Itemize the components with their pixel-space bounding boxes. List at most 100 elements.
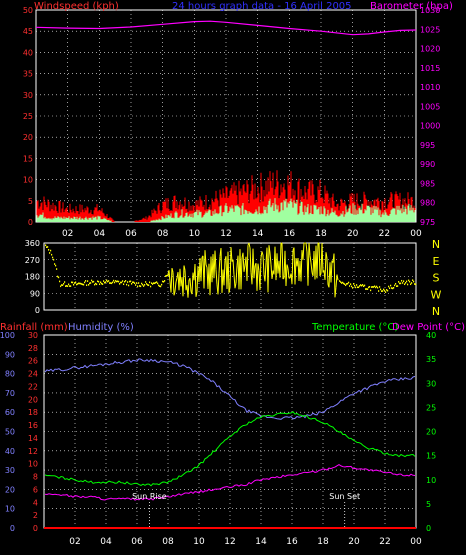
humidity-tick-label: 70 (5, 389, 15, 398)
humidity-tick-label: 50 (5, 428, 15, 437)
wind-direction-mark (60, 285, 62, 288)
wind-direction-mark (384, 289, 386, 292)
wind-direction-mark (45, 244, 47, 247)
wind-direction-mark (359, 285, 361, 287)
wind-direction-mark (383, 288, 385, 291)
rainfall-tick-label: 2 (33, 511, 38, 520)
wind-direction-mark (370, 289, 372, 292)
compass-label: N (432, 238, 440, 251)
wind-direction-mark (401, 279, 403, 282)
wind-direction-mark (52, 256, 54, 259)
x-tick-label: 12 (224, 537, 235, 547)
x-tick-label: 14 (255, 537, 267, 547)
wind-direction-mark (240, 257, 243, 290)
wind-direction-mark (96, 283, 98, 286)
windspeed-tick-label: 15 (23, 154, 33, 163)
wind-direction-mark (339, 280, 341, 282)
humidity-tick-label: 30 (5, 466, 15, 475)
wind-direction-mark (259, 257, 262, 291)
wind-direction-mark (46, 246, 48, 249)
wind-direction-mark (325, 252, 328, 259)
wind-direction-mark (269, 252, 272, 265)
wind-direction-mark (127, 281, 129, 283)
wind-direction-mark (59, 280, 61, 283)
wind-direction-mark (286, 264, 289, 269)
wind-direction-mark (54, 263, 56, 265)
wind-direction-mark (66, 285, 68, 287)
wind-direction-mark (249, 247, 252, 273)
wind-direction-mark (49, 252, 51, 254)
rainfall-tick-label: 30 (28, 331, 38, 340)
rainfall-tick-label: 24 (28, 370, 38, 379)
wind-direction-mark (228, 287, 231, 293)
wind-direction-mark (143, 285, 145, 287)
humidity-tick-label: 100 (0, 331, 15, 340)
wind-direction-mark (146, 283, 148, 285)
wind-direction-mark (399, 282, 401, 285)
wind-direction-mark (53, 258, 55, 261)
rainfall-tick-label: 26 (28, 357, 38, 366)
wind-direction-mark (407, 283, 409, 286)
compass-label: N (432, 305, 440, 318)
wind-direction-mark (358, 286, 360, 289)
wind-direction-mark (107, 280, 109, 283)
wind-direction-mark (112, 281, 114, 284)
wind-direction-mark (141, 282, 143, 285)
wind-direction-mark (83, 283, 85, 286)
windspeed-tick-label: 25 (23, 112, 33, 121)
wind-direction-mark (163, 280, 165, 283)
wind-direction-mark (162, 280, 164, 283)
x-tick-label: 04 (100, 537, 112, 547)
wind-direction-mark (349, 285, 351, 287)
wind-direction-series (45, 242, 417, 298)
wind-direction-mark (217, 273, 220, 295)
wind-direction-mark (158, 284, 160, 287)
wind-direction-mark (48, 249, 50, 251)
wind-direction-mark (406, 280, 408, 283)
wind-direction-mark (291, 250, 294, 285)
wind-direction-mark (168, 273, 170, 276)
wind-direction-mark (90, 282, 92, 284)
x-tick-label: 02 (69, 537, 80, 547)
wind-direction-mark (403, 280, 405, 283)
x-tick-label: 16 (286, 537, 298, 547)
barometer-tick-label: 1020 (420, 45, 440, 54)
wind-direction-mark (58, 276, 60, 279)
x-tick-label: 22 (379, 229, 390, 239)
wind-direction-mark (175, 277, 178, 282)
wind-direction-mark (137, 285, 139, 288)
wind-direction-mark (194, 263, 197, 297)
wind-direction-mark (413, 280, 415, 283)
temperature-line (44, 411, 416, 487)
wind-direction-mark (167, 274, 169, 277)
wind-direction-mark (248, 242, 251, 249)
wind-baro-series (35, 20, 417, 222)
wind-direction-mark (361, 284, 363, 287)
wind-direction-mark (354, 284, 356, 287)
wind-direction-mark (131, 283, 133, 285)
wind-direction-mark (157, 282, 159, 285)
wind-direction-mark (126, 283, 128, 286)
wind-direction-mark (47, 246, 49, 248)
humidity-tick-label: 60 (5, 408, 15, 417)
wind-direction-mark (75, 281, 77, 284)
wind-direction-mark (93, 280, 95, 283)
humidity-tick-label: 20 (5, 485, 15, 494)
wind-direction-mark (102, 283, 104, 285)
wind-direction-mark (319, 273, 322, 277)
direction-tick-label: 270 (25, 256, 40, 265)
wind-direction-mark (160, 285, 162, 288)
wind-direction-mark (324, 252, 327, 281)
wind-direction-mark (396, 285, 398, 287)
wind-direction-mark (159, 285, 161, 287)
wind-direction-mark (287, 268, 290, 279)
wind-direction-mark (65, 285, 67, 287)
wind-direction-mark (376, 285, 378, 288)
wind-direction-mark (242, 252, 245, 272)
wind-direction-mark (128, 284, 130, 287)
wind-direction-mark (246, 245, 249, 281)
wind-direction-mark (385, 291, 387, 293)
x-tick-label: 12 (220, 229, 231, 239)
wind-direction-mark (116, 280, 118, 283)
